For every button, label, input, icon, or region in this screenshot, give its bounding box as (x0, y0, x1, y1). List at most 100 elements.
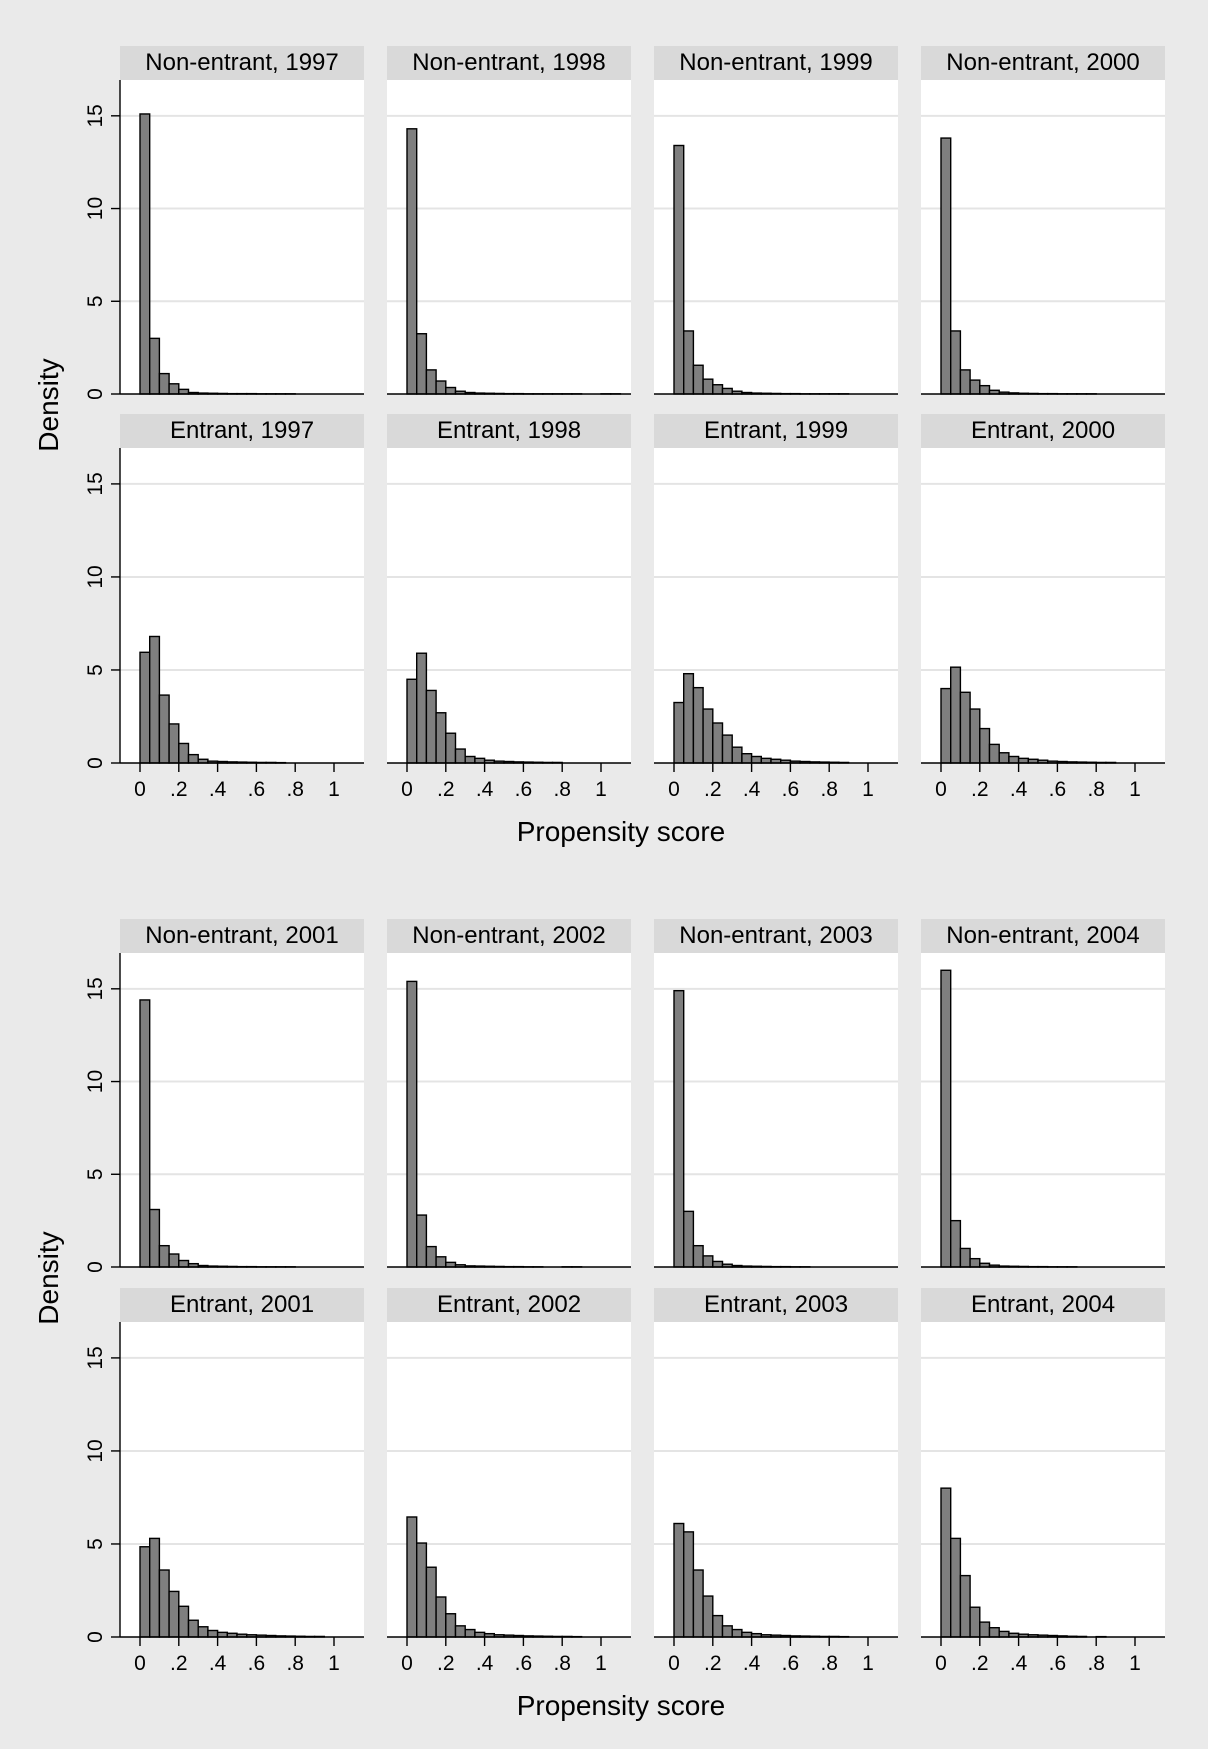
x-tick-label: .6 (782, 1652, 800, 1675)
x-tick-label: 1 (328, 1652, 340, 1675)
x-tick-label: 0 (401, 1652, 413, 1675)
x-tick-label: 1 (595, 778, 607, 801)
histogram-bar (750, 755, 762, 764)
histogram-bar (988, 1626, 1000, 1638)
y-tick-label: 5 (84, 1538, 107, 1550)
x-tick-label: 0 (935, 1652, 947, 1675)
panel-title: Non-entrant, 1998 (412, 49, 605, 76)
y-tick-label: 10 (84, 1439, 107, 1462)
histogram-bar (721, 387, 733, 395)
histogram-bar (673, 1522, 685, 1638)
histogram-bar (207, 1629, 219, 1638)
histogram-bar (425, 369, 437, 395)
histogram-bar (178, 1259, 190, 1268)
y-tick-label: 15 (84, 104, 107, 127)
histogram-bar (416, 333, 428, 395)
histogram-bar (950, 1219, 962, 1268)
panel-strip (921, 414, 1165, 448)
histogram-bar (969, 1606, 981, 1638)
histogram-bar (979, 384, 991, 395)
panel-title: Non-entrant, 1999 (679, 49, 872, 76)
y-tick-label: 5 (84, 1168, 107, 1180)
x-tick-label: .4 (209, 778, 227, 801)
histogram-bar (998, 1630, 1010, 1638)
histogram-bar (139, 999, 151, 1268)
histogram-bar (940, 969, 952, 1268)
histogram-bar (692, 364, 704, 395)
histogram-bar (445, 732, 457, 764)
histogram-bar (148, 1208, 161, 1268)
histogram-bar (731, 746, 743, 764)
histogram-bar (683, 1210, 695, 1268)
histogram-bar (969, 708, 981, 764)
panel-strip (387, 46, 631, 80)
histogram-bar (435, 712, 447, 764)
y-tick-label: 10 (84, 1070, 107, 1093)
histogram-bar (425, 1245, 437, 1268)
histogram-bar (950, 330, 962, 395)
histogram-bar (406, 980, 418, 1268)
histogram-bar (168, 383, 180, 395)
panel-title: Entrant, 2003 (704, 1291, 848, 1318)
panel-title: Non-entrant, 2000 (946, 49, 1139, 76)
y-axis-title: Density (33, 1231, 64, 1324)
histogram-bar (692, 1244, 704, 1268)
histogram-bar (979, 727, 991, 764)
histogram-bar (425, 1566, 437, 1638)
x-axis-title: Propensity score (517, 816, 726, 847)
panel-strip (387, 1288, 631, 1322)
panel-strip (921, 919, 1165, 953)
histogram-bar (702, 1255, 714, 1268)
histogram-bar (187, 753, 199, 764)
x-tick-label: .4 (1010, 778, 1028, 801)
panel-strip (120, 414, 364, 448)
x-tick-label: 1 (862, 1652, 874, 1675)
histogram-bar (979, 1621, 991, 1638)
histogram-bar (187, 1619, 199, 1638)
histogram-bar (712, 1614, 724, 1638)
histogram-bar (683, 330, 695, 395)
plot-area (654, 80, 898, 394)
histogram-bar (454, 748, 466, 764)
panel-strip (654, 414, 898, 448)
panel-strip (387, 919, 631, 953)
histogram-bar (425, 689, 437, 764)
histogram-bar (712, 722, 724, 764)
x-tick-label: .6 (1049, 1652, 1067, 1675)
histogram-bar (435, 1596, 447, 1638)
histogram-bar (712, 1260, 724, 1268)
panel-strip (921, 1288, 1165, 1322)
histogram-bar (139, 113, 151, 395)
x-tick-label: .2 (971, 778, 989, 801)
plot-area (921, 80, 1165, 394)
histogram-bar (406, 128, 418, 395)
histogram-bar (673, 701, 685, 764)
histogram-bar (168, 723, 180, 764)
panel-strip (654, 919, 898, 953)
histogram-bar (139, 1546, 151, 1638)
x-tick-label: .4 (743, 1652, 761, 1675)
y-tick-label: 15 (84, 1346, 107, 1369)
histogram-bar (406, 1516, 418, 1638)
histogram-bar (692, 686, 704, 764)
x-tick-label: .6 (515, 778, 533, 801)
histogram-bar (406, 678, 418, 764)
x-tick-label: .2 (704, 1652, 722, 1675)
y-tick-label: 0 (84, 1261, 107, 1273)
histogram-bar (445, 1613, 457, 1638)
histogram-bar (178, 1605, 190, 1638)
x-tick-label: 1 (862, 778, 874, 801)
histogram-bar (702, 1595, 714, 1638)
x-tick-label: .2 (971, 1652, 989, 1675)
x-tick-label: .2 (437, 1652, 455, 1675)
panel-title: Non-entrant, 1997 (145, 49, 338, 76)
y-tick-label: 5 (84, 664, 107, 676)
panel-title: Entrant, 2000 (971, 417, 1115, 444)
y-tick-label: 0 (84, 388, 107, 400)
histogram-bar (959, 1247, 971, 1268)
histogram-bar (683, 1531, 695, 1638)
histogram-bar (416, 1214, 428, 1268)
histogram-bar (702, 378, 714, 395)
x-tick-label: .4 (743, 778, 761, 801)
